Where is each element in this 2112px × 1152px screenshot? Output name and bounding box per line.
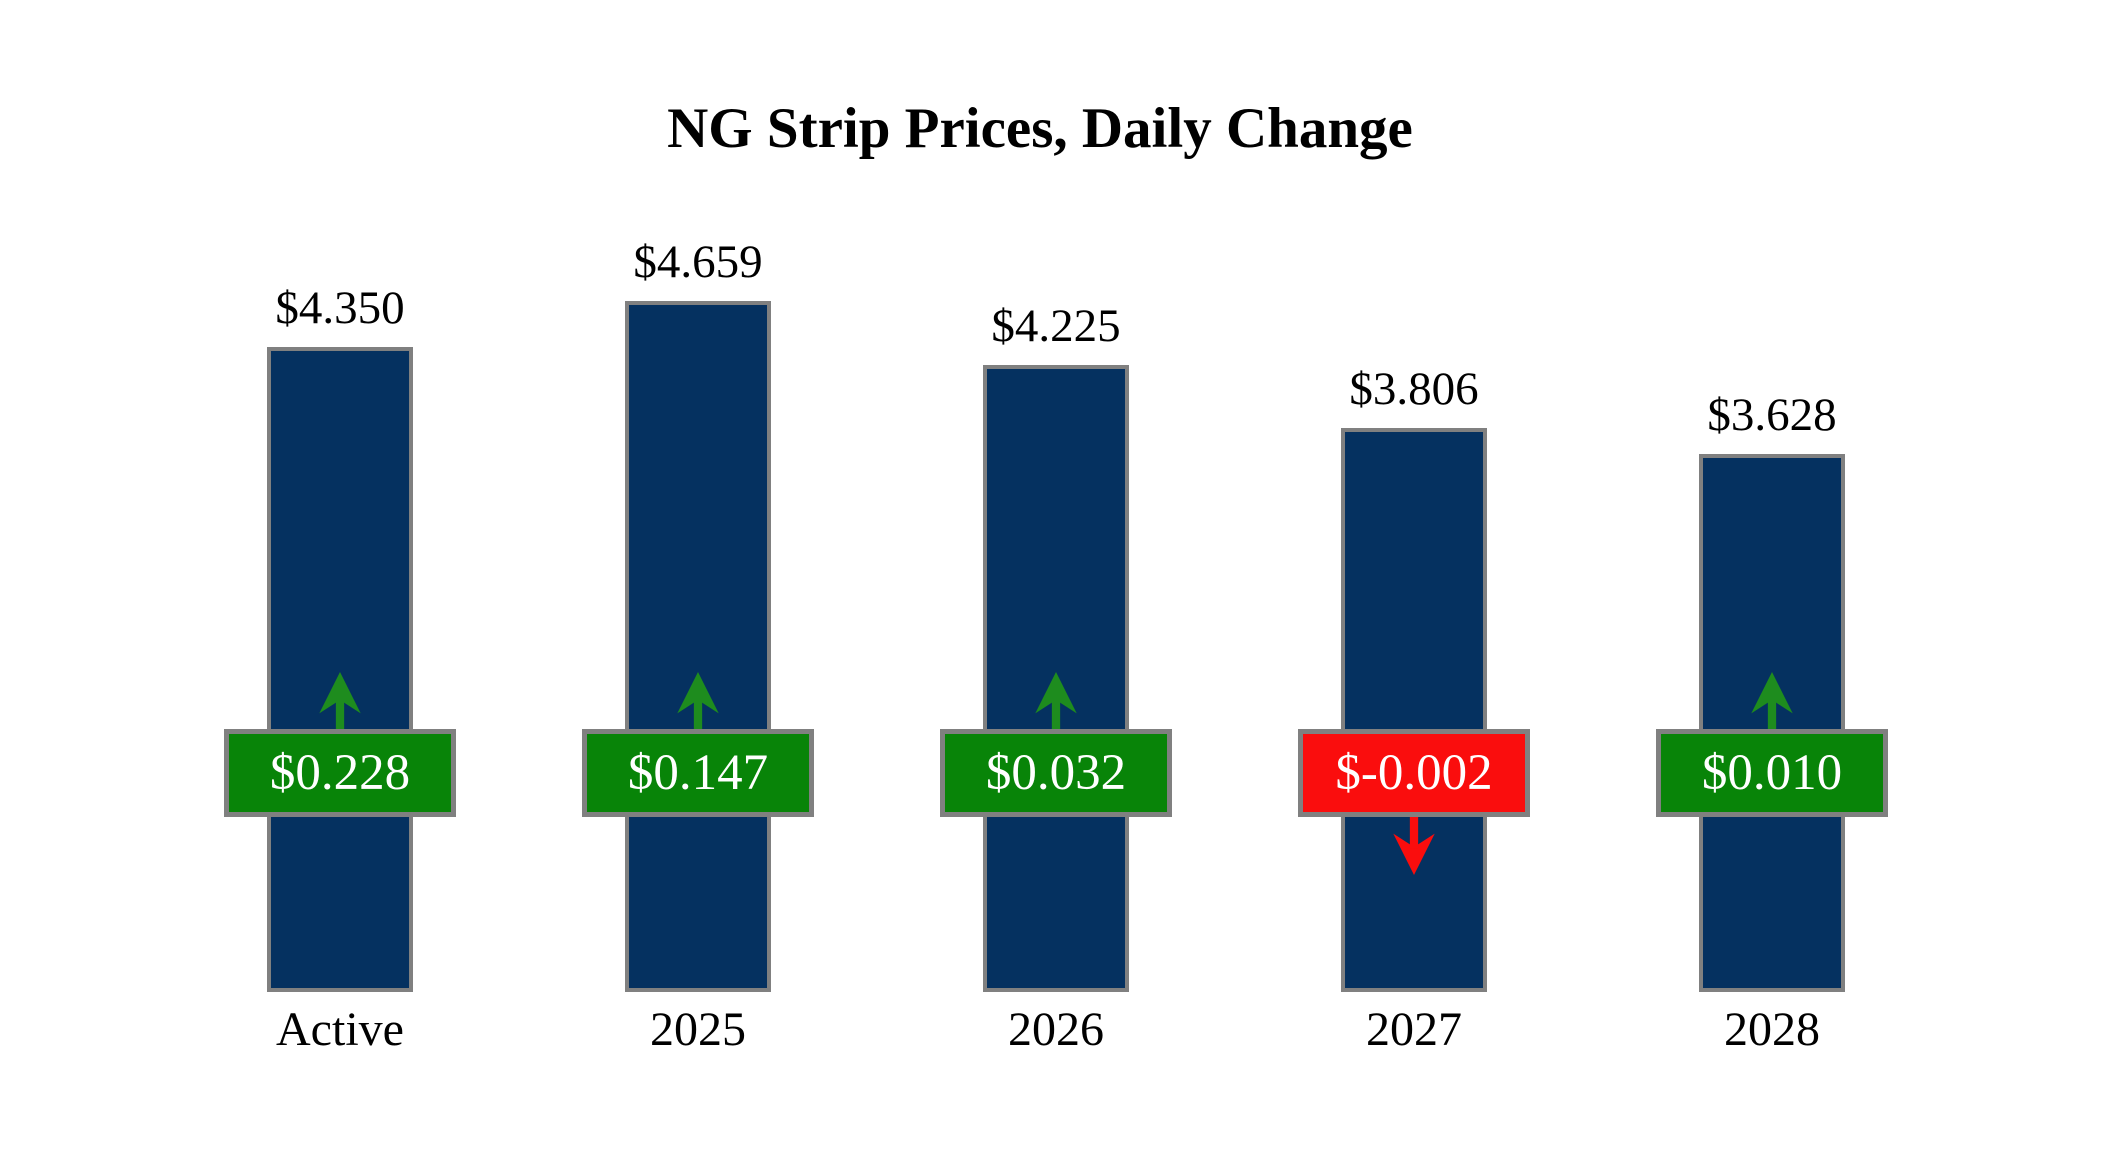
change-badge: $0.032 [940, 729, 1172, 817]
chart-title: NG Strip Prices, Daily Change [667, 97, 1413, 160]
bar-group: $4.659 $0.147 2025 [519, 0, 877, 1152]
change-badge: $0.010 [1656, 729, 1888, 817]
category-label: 2027 [1366, 1003, 1462, 1056]
arrow-up-icon [677, 672, 719, 730]
bar-group: $3.806 $-0.002 2027 [1235, 0, 1593, 1152]
bar-value-label: $4.659 [633, 236, 763, 288]
change-badge: $0.228 [224, 729, 456, 817]
bar [1341, 428, 1487, 992]
category-label: 2025 [650, 1003, 746, 1056]
bar-group: $4.350 $0.228 Active [161, 0, 519, 1152]
arrow-up-icon [319, 672, 361, 730]
bar [267, 347, 413, 992]
bar [625, 301, 771, 992]
change-badge: $-0.002 [1298, 729, 1530, 817]
bar-value-label: $3.806 [1349, 363, 1479, 415]
category-label: 2026 [1008, 1003, 1104, 1056]
bar-group: $3.628 $0.010 2028 [1593, 0, 1951, 1152]
category-label: Active [276, 1003, 404, 1056]
arrow-up-icon [1035, 672, 1077, 730]
category-label: 2028 [1724, 1003, 1820, 1056]
arrow-up-icon [1751, 672, 1793, 730]
arrow-down-icon [1393, 817, 1435, 875]
change-badge: $0.147 [582, 729, 814, 817]
bar-value-label: $3.628 [1707, 389, 1837, 441]
bar-value-label: $4.350 [275, 282, 405, 334]
bar-group: $4.225 $0.032 2026 [877, 0, 1235, 1152]
bar-value-label: $4.225 [991, 300, 1121, 352]
